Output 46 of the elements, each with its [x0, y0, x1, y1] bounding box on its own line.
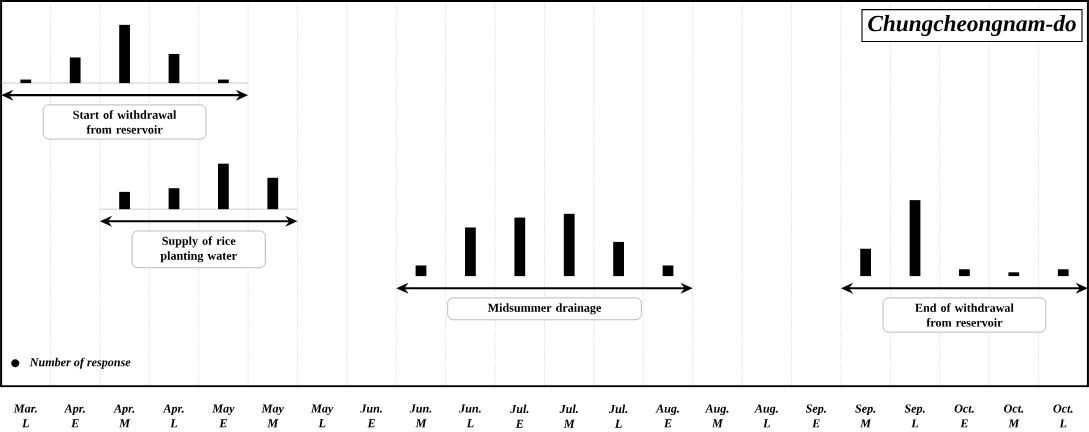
x-tick-label: Oct. E	[954, 404, 974, 428]
x-tick-label: Jul. M	[559, 404, 578, 428]
bar	[119, 191, 130, 210]
chart-title: Chungcheongnam-do	[868, 14, 1076, 36]
text: Start of withdrawal from reservoir	[73, 110, 177, 134]
bar	[168, 53, 180, 83]
text: Supply of rice planting water	[160, 236, 237, 263]
bar	[119, 24, 130, 83]
bar	[909, 200, 921, 277]
x-tick-label: Aug. L	[754, 404, 778, 428]
bar	[613, 241, 624, 277]
x-tick-label: Oct. M	[1004, 404, 1024, 428]
bar	[959, 269, 970, 277]
bar	[563, 213, 575, 277]
text: End of withdrawal from reservoir	[915, 303, 1014, 327]
text: Number of response	[29, 357, 131, 369]
x-tick-label: Apr. L	[162, 404, 184, 428]
text: Midsummer drainage	[487, 303, 602, 315]
bar	[1008, 272, 1020, 277]
bar	[218, 163, 229, 210]
x-tick-label: Apr. E	[63, 404, 85, 428]
x-tick-label: Oct. L	[1053, 404, 1073, 428]
bar	[415, 265, 427, 277]
x-tick-label: Aug. E	[655, 404, 679, 428]
bar	[860, 248, 871, 277]
x-tick-label: Mar. L	[13, 404, 37, 428]
x-tick-label: Apr. M	[113, 404, 135, 428]
x-tick-label: Jun. M	[409, 404, 432, 428]
x-tick-label: Jul. E	[510, 404, 529, 428]
x-tick-label: Aug. M	[704, 404, 729, 428]
x-tick-label: Sep. E	[805, 404, 826, 428]
x-tick-label: Jun. E	[360, 404, 382, 428]
x-tick-label: Jun. L	[459, 404, 481, 428]
x-tick-label: Jul. L	[609, 404, 628, 428]
bar	[465, 227, 476, 277]
bar	[267, 177, 279, 210]
x-tick-label: May L	[310, 404, 334, 428]
bar	[69, 57, 81, 83]
bar	[662, 265, 674, 277]
x-tick-label: Sep. L	[904, 404, 925, 428]
bar	[514, 217, 526, 277]
x-tick-label: May M	[261, 404, 284, 428]
bar	[168, 188, 180, 210]
x-tick-label: Sep. M	[855, 404, 876, 428]
bar	[1057, 269, 1069, 277]
x-tick-label: May E	[212, 404, 235, 428]
